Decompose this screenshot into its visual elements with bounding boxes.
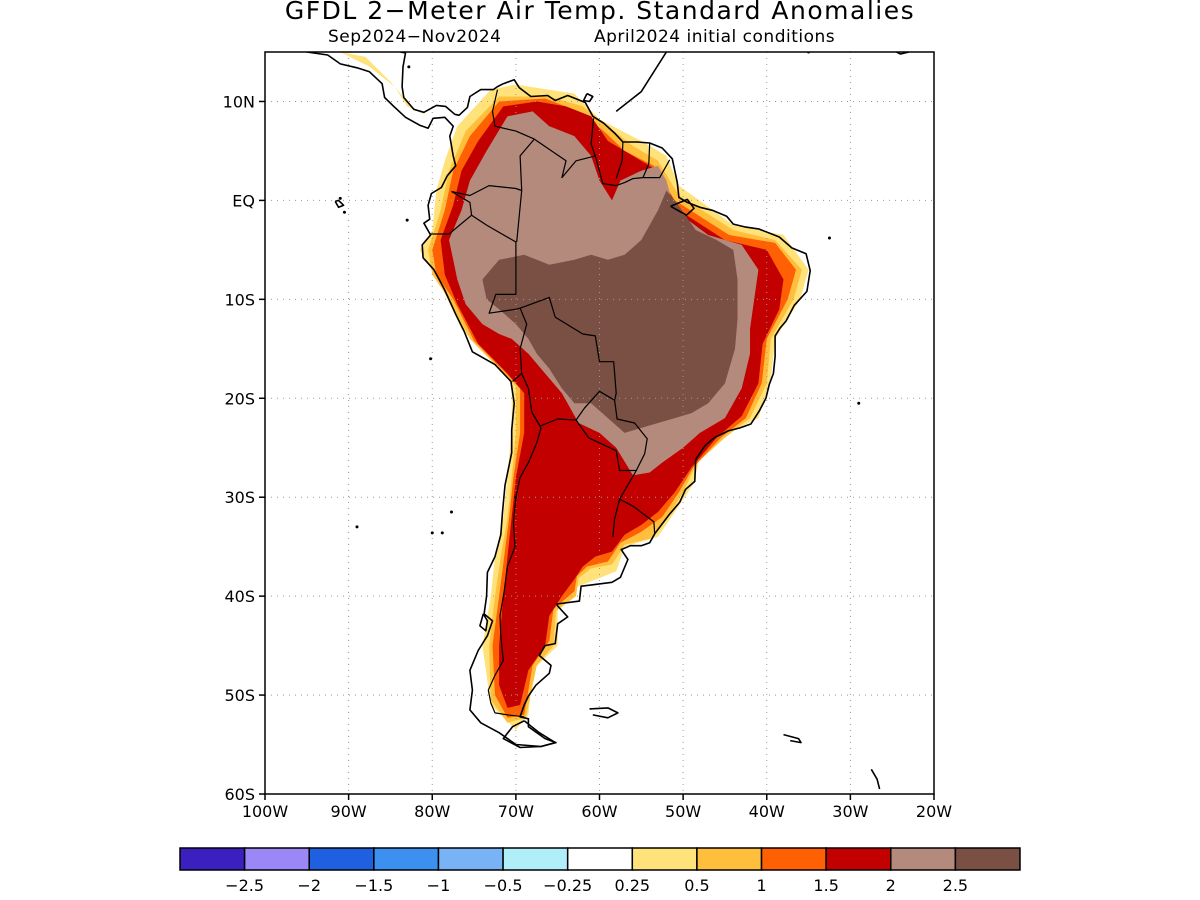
lat-tick-label-0: 10N bbox=[223, 92, 255, 111]
colorbar-label-11: 2.5 bbox=[943, 876, 968, 895]
colorbar-swatch-3 bbox=[373, 847, 440, 871]
initial-conditions: April2024 initial conditions bbox=[594, 27, 836, 47]
forecast-period: Sep2024−Nov2024 bbox=[328, 27, 502, 47]
coastline-4 bbox=[502, 720, 557, 749]
island-dot-4 bbox=[405, 218, 409, 222]
island-dot-12 bbox=[355, 525, 359, 529]
country-border-8 bbox=[519, 296, 617, 401]
colorbar-swatch-1 bbox=[243, 847, 310, 871]
colorbar-label-6: 0.25 bbox=[614, 876, 650, 895]
coastline-2 bbox=[582, 92, 594, 103]
colorbar-label-8: 1 bbox=[756, 876, 766, 895]
country-border-3 bbox=[516, 190, 523, 243]
colorbar-swatch-8 bbox=[696, 847, 763, 871]
lon-tick-label-5: 50W bbox=[665, 802, 701, 821]
island-dot-2 bbox=[430, 531, 434, 535]
coastline-5 bbox=[589, 707, 619, 719]
coastline-1 bbox=[400, 52, 402, 53]
country-border-2 bbox=[451, 89, 535, 197]
country-border-11 bbox=[575, 400, 648, 472]
lat-tick-label-3: 20S bbox=[224, 389, 255, 408]
island-dot-1 bbox=[338, 196, 342, 200]
colorbar-swatch-2 bbox=[308, 847, 375, 871]
colorbar-label-10: 2 bbox=[886, 876, 896, 895]
island-dot-7 bbox=[827, 236, 831, 240]
colorbar-label-9: 1.5 bbox=[813, 876, 838, 895]
lat-tick-label-7: 60S bbox=[224, 785, 255, 804]
country-border-5 bbox=[594, 155, 671, 187]
island-dot-3 bbox=[440, 531, 444, 535]
coastline-9 bbox=[615, 52, 668, 113]
colorbar-swatch-9 bbox=[760, 847, 827, 871]
colorbar-label-2: −1.5 bbox=[354, 876, 393, 895]
coastline-0 bbox=[306, 52, 812, 748]
country-border-4 bbox=[533, 118, 596, 179]
colorbar-label-3: −1 bbox=[427, 876, 451, 895]
chart-title: GFDL 2−Meter Air Temp. Standard Anomalie… bbox=[284, 0, 916, 25]
colorbar-swatch-7 bbox=[631, 847, 698, 871]
lat-tick-label-1: EQ bbox=[232, 191, 255, 210]
colorbar-swatch-12 bbox=[954, 847, 1021, 871]
coastline-7 bbox=[479, 613, 489, 632]
coastline-10 bbox=[870, 768, 881, 790]
lon-tick-label-4: 60W bbox=[581, 802, 617, 821]
lon-tick-label-3: 70W bbox=[498, 802, 534, 821]
colorbar-label-5: −0.25 bbox=[543, 876, 592, 895]
coastline-6 bbox=[783, 733, 802, 744]
country-border-1 bbox=[471, 214, 528, 382]
coastline-8 bbox=[334, 199, 345, 209]
lon-tick-label-1: 90W bbox=[331, 802, 367, 821]
lon-tick-label-2: 80W bbox=[414, 802, 450, 821]
country-border-12 bbox=[618, 470, 656, 534]
colorbar-label-7: 0.5 bbox=[684, 876, 709, 895]
colorbar-swatch-11 bbox=[890, 847, 957, 871]
lon-tick-label-8: 20W bbox=[916, 802, 952, 821]
colorbar-label-0: −2.5 bbox=[225, 876, 264, 895]
lat-tick-label-6: 50S bbox=[224, 686, 255, 705]
colorbar-swatch-4 bbox=[437, 847, 504, 871]
country-border-7 bbox=[642, 142, 651, 178]
island-dot-0 bbox=[342, 210, 346, 214]
island-dot-8 bbox=[449, 510, 453, 514]
colorbar-label-4: −0.5 bbox=[484, 876, 523, 895]
colorbar-swatch-6 bbox=[566, 847, 634, 871]
country-border-9 bbox=[521, 373, 615, 427]
island-dot-11 bbox=[429, 357, 433, 361]
colorbar-swatch-5 bbox=[502, 847, 569, 871]
anomaly-region-1 bbox=[340, 52, 429, 117]
lon-tick-label-6: 40W bbox=[749, 802, 785, 821]
lat-tick-label-4: 30S bbox=[224, 488, 255, 507]
colorbar-swatch-0 bbox=[179, 847, 246, 871]
country-border-13 bbox=[612, 499, 621, 537]
coastline-3 bbox=[670, 198, 695, 216]
lon-tick-label-7: 30W bbox=[832, 802, 868, 821]
colorbar-swatch-10 bbox=[825, 847, 892, 871]
lat-tick-label-2: 10S bbox=[224, 290, 255, 309]
anomaly-region-6 bbox=[482, 190, 738, 433]
country-border-10 bbox=[487, 411, 542, 718]
colorbar-label-1: −2 bbox=[297, 876, 321, 895]
lon-tick-label-0: 100W bbox=[242, 802, 289, 821]
island-dot-10 bbox=[407, 65, 411, 69]
lat-tick-label-5: 40S bbox=[224, 587, 255, 606]
country-border-6 bbox=[615, 141, 624, 179]
island-dot-6 bbox=[857, 401, 861, 405]
